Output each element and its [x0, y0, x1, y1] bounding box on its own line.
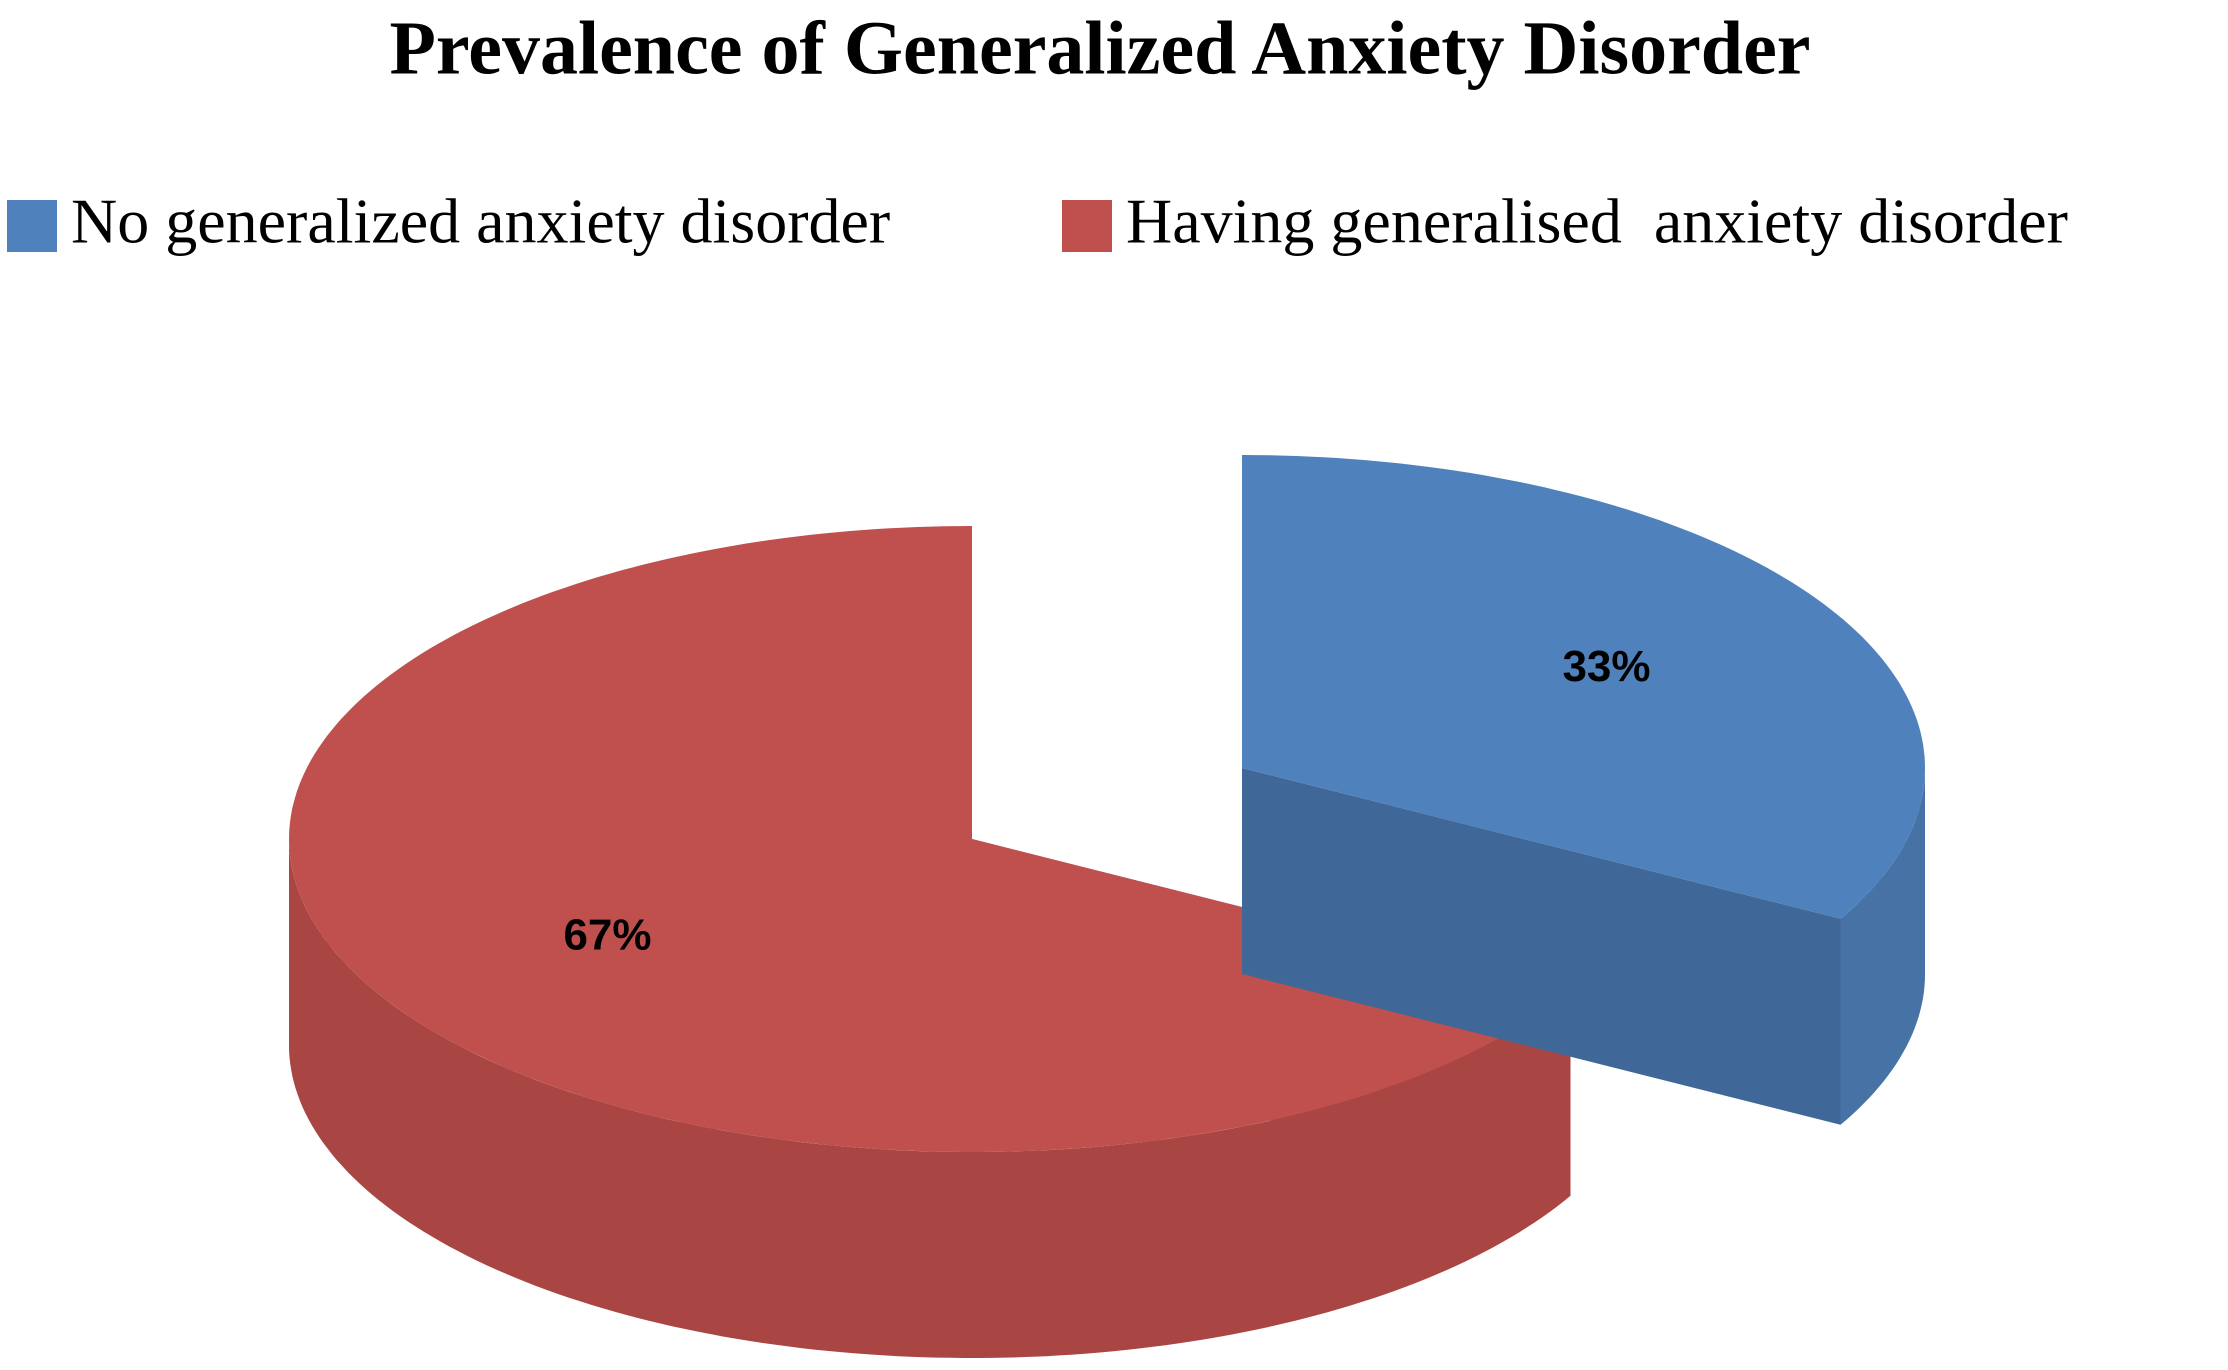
value-label: 33%: [1562, 642, 1650, 691]
chart-title: Prevalence of Generalized Anxiety Disord…: [389, 6, 1810, 90]
slice: [289, 526, 1571, 1152]
slice-wall: [289, 839, 1571, 1358]
value-label: 67%: [563, 910, 651, 959]
legend-label: Having generalised anxiety disorder: [1126, 186, 2068, 257]
slice: [1242, 455, 1925, 919]
legend-swatch: [1062, 200, 1112, 252]
slice-wall: [1840, 768, 1925, 1125]
legend-label: No generalized anxiety disorder: [71, 186, 890, 257]
legend-swatch: [7, 200, 57, 252]
slice-side: [1242, 768, 1841, 1125]
